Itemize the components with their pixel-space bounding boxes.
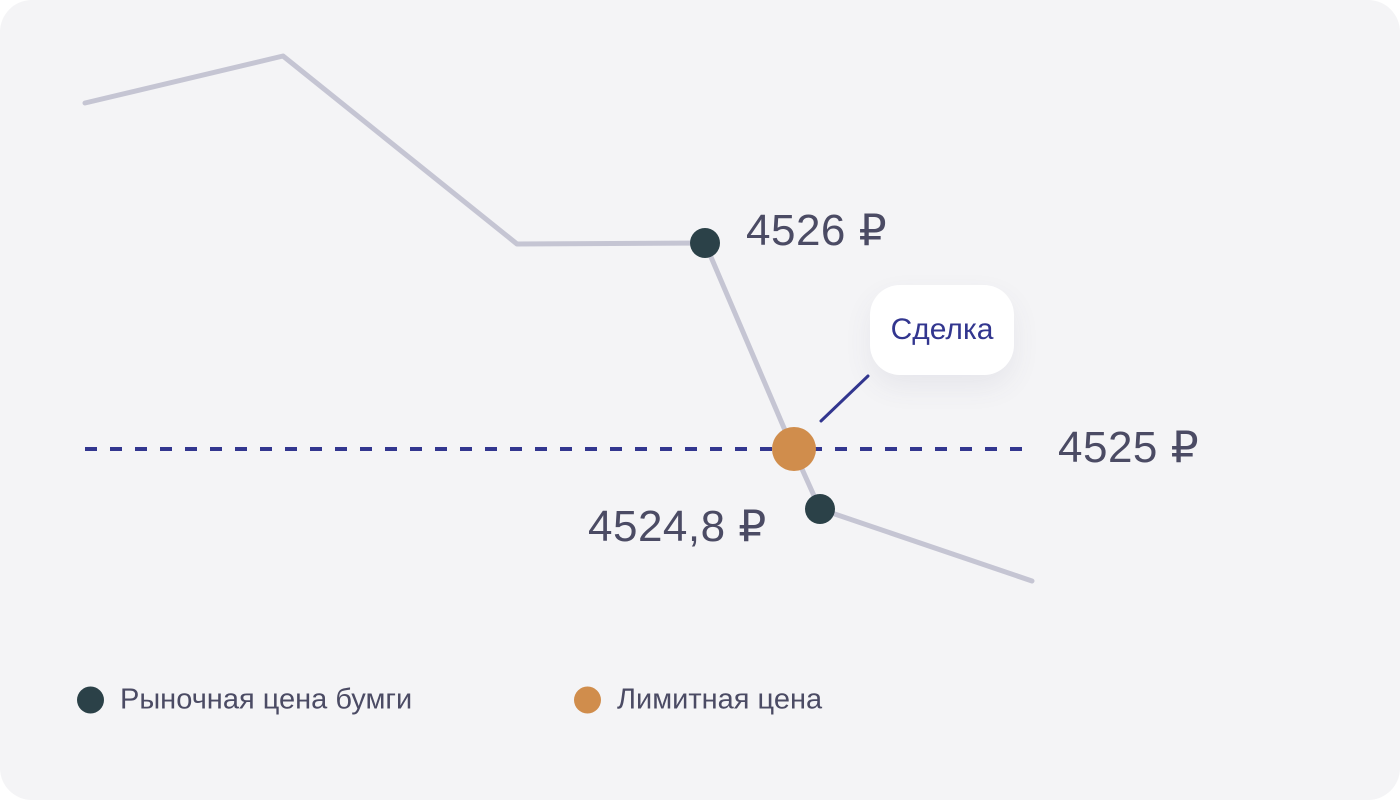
limit-price-dot-icon: [574, 686, 601, 714]
market-price-dot-icon: [77, 686, 104, 714]
market-price-point-1: [690, 228, 720, 258]
legend-item-market-price: Рыночная цена бумги: [77, 683, 413, 716]
market-price-point-2: [805, 494, 835, 524]
deal-tooltip: Сделка: [870, 285, 1014, 375]
deal-tooltip-label: Сделка: [890, 313, 994, 346]
legend-label-market-price: Рыночная цена бумги: [120, 683, 413, 716]
limit-price-label: 4525 ₽: [1058, 423, 1200, 472]
tooltip-connector-line: [819, 374, 870, 423]
legend-label-limit-price: Лимитная цена: [617, 683, 823, 716]
market-price-upper-label: 4526 ₽: [746, 206, 888, 255]
legend-item-limit-price: Лимитная цена: [574, 683, 823, 716]
market-price-lower-label: 4524,8 ₽: [588, 502, 767, 551]
deal-point: [772, 427, 816, 471]
